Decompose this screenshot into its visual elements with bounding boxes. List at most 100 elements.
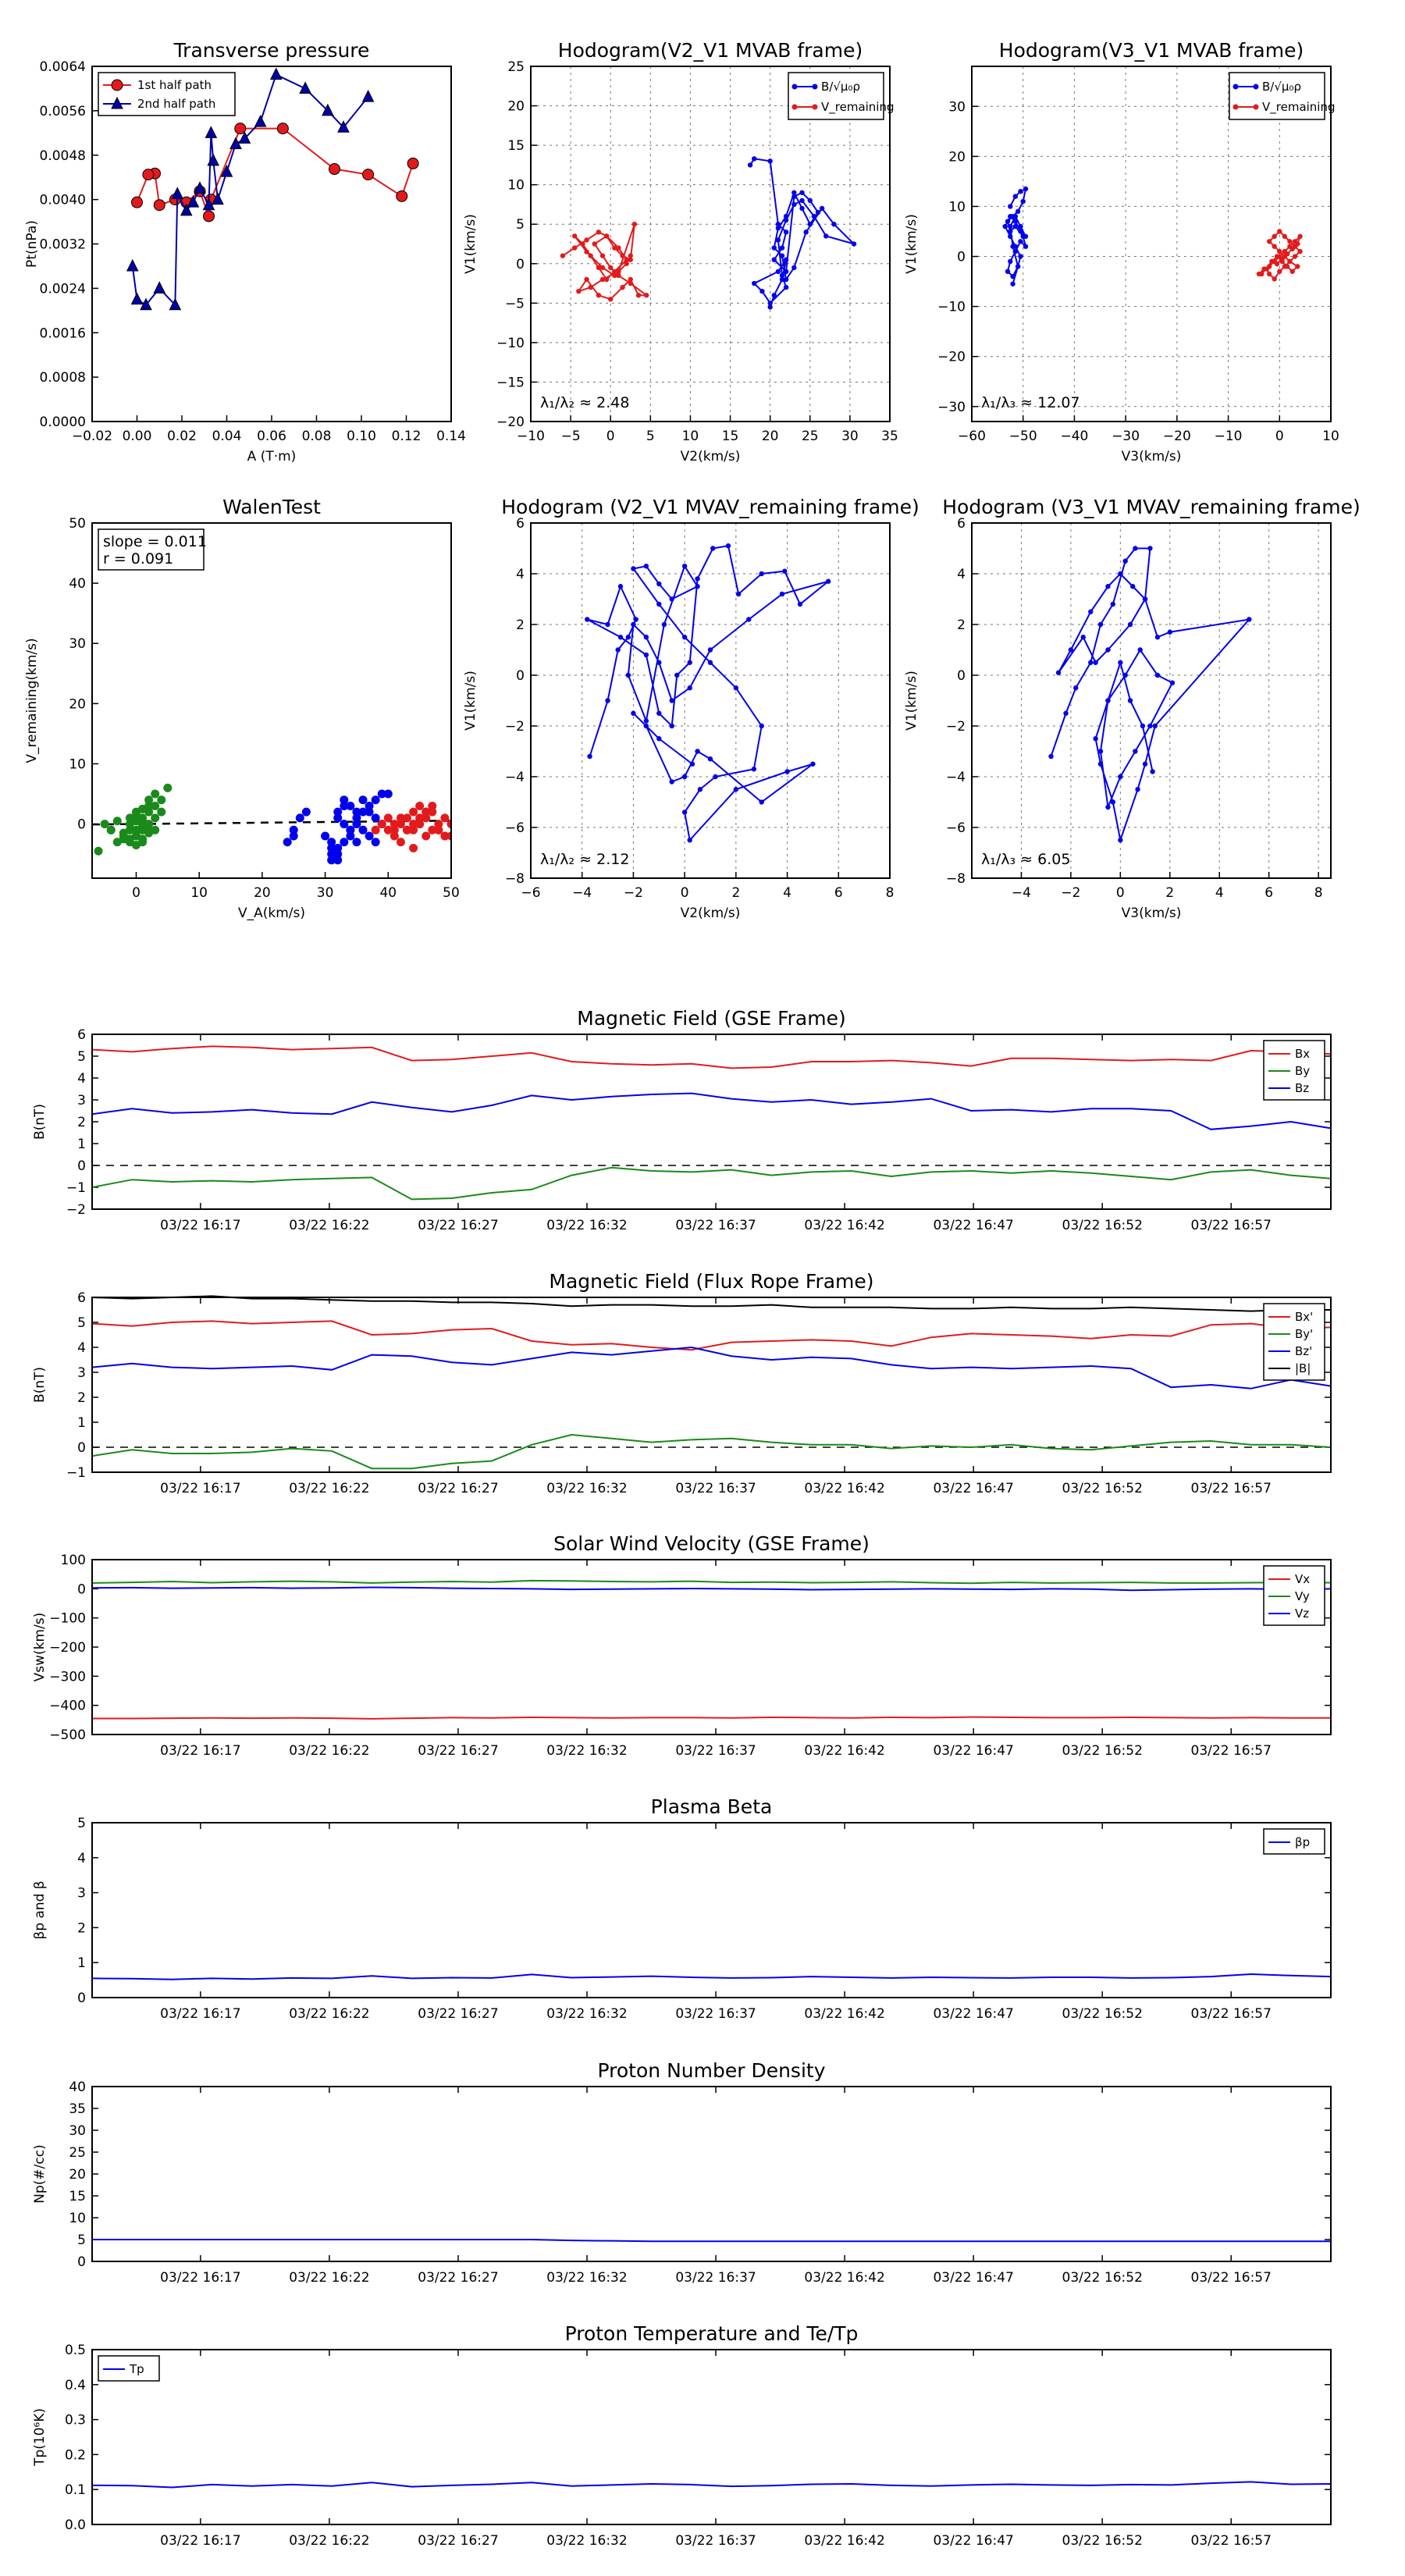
data-point	[572, 233, 578, 239]
y-tick-label: 0.0024	[40, 281, 86, 297]
y-tick-label: 0	[77, 1991, 86, 2006]
x-tick-label: 0.02	[167, 429, 197, 444]
data-point	[1008, 223, 1013, 229]
data-point	[428, 825, 437, 834]
data-point	[396, 190, 408, 202]
data-point	[695, 584, 700, 589]
x-tick-label: 03/22 16:47	[933, 2006, 1013, 2022]
legend: B/√μ₀ρ V_remaining	[1229, 72, 1336, 120]
legend-label: Vy	[1295, 1589, 1310, 1603]
y-tick-label: 0.0032	[40, 237, 86, 253]
data-point	[415, 813, 425, 823]
y-tick-label: 2	[77, 1920, 86, 1936]
data-layer	[1002, 186, 1303, 286]
y-tick-label: −5	[505, 296, 525, 311]
y-tick-label: −500	[49, 1727, 86, 1743]
legend-label: Tp	[129, 2362, 144, 2376]
data-point	[422, 807, 431, 817]
x-tick-label: 30	[317, 885, 334, 901]
y-tick-label: 0.0016	[40, 326, 86, 341]
data-point	[779, 591, 785, 597]
data-point	[1073, 685, 1079, 691]
y-tick-label: 20	[69, 696, 86, 712]
x-tick-label: 03/22 16:42	[804, 2533, 884, 2549]
y-tick-label: 0.3	[65, 2413, 86, 2428]
y-tick-label: −10	[937, 300, 966, 315]
y-tick-label: 0	[77, 1582, 86, 1597]
data-point	[138, 825, 148, 834]
data-point	[733, 787, 739, 792]
data-point	[823, 233, 829, 239]
data-point	[144, 795, 154, 805]
data-point	[194, 181, 206, 194]
x-tick-label: −0.02	[72, 429, 112, 444]
data-point	[588, 253, 593, 258]
data-point	[669, 779, 674, 785]
data-point	[1287, 258, 1293, 265]
x-tick-label: 10	[1322, 429, 1339, 444]
x-tick-label: 03/22 16:17	[160, 2006, 240, 2022]
y-tick-label: 50	[69, 516, 86, 532]
y-tick-label: −8	[505, 871, 525, 887]
x-tick-label: 0.00	[123, 429, 152, 444]
data-point	[157, 795, 166, 805]
data-point	[791, 194, 797, 200]
data-point	[767, 301, 773, 306]
data-point	[644, 293, 649, 298]
legend-marker	[1253, 104, 1259, 110]
data-point	[138, 817, 148, 826]
y-tick-label: 0	[77, 2254, 86, 2270]
data-point	[130, 292, 144, 305]
y-tick-label: 0.2	[65, 2447, 86, 2463]
y-tick-label: 40	[69, 2080, 86, 2095]
data-point	[775, 237, 781, 243]
x-tick-label: 03/22 16:57	[1191, 1743, 1272, 1759]
data-point	[612, 272, 617, 279]
data-point	[624, 257, 629, 262]
data-point	[713, 774, 718, 780]
x-tick-label: 03/22 16:57	[1191, 2006, 1272, 2022]
chart-title: Magnetic Field (GSE Frame)	[577, 1007, 845, 1030]
data-point	[669, 723, 674, 729]
data-point	[403, 825, 412, 834]
data-point	[1010, 244, 1016, 249]
y-tick-label: −8	[946, 871, 966, 887]
data-point	[811, 213, 817, 219]
series-line	[586, 545, 829, 842]
x-tick-label: 03/22 16:57	[1191, 2270, 1272, 2286]
data-point	[707, 756, 713, 762]
data-point	[1127, 621, 1133, 628]
data-point	[389, 831, 399, 841]
series-line	[91, 1045, 1332, 1069]
chart-h21: −10 −5 0 5 10 15 20 25 30 35 −20 −15 −10 −5 0 5 10 15 20 25…	[463, 39, 898, 464]
data-point	[434, 825, 443, 834]
y-tick-label: 30	[69, 2123, 86, 2139]
y-tick-label: 20	[69, 2167, 86, 2183]
series-line	[91, 1433, 1332, 1470]
data-point	[389, 825, 399, 834]
x-tick-label: 03/22 16:27	[418, 2270, 498, 2286]
data-point	[661, 621, 667, 628]
data-point	[1010, 281, 1016, 286]
data-point	[707, 647, 713, 653]
chart-np: Proton Number Density Np(#/cc) 0 5 10 15 20 25 3…	[32, 2059, 1332, 2286]
data-layer	[126, 67, 419, 311]
y-tick-label: −20	[496, 415, 525, 430]
data-point	[1127, 698, 1133, 703]
data-point	[1147, 546, 1153, 551]
data-point	[775, 269, 781, 275]
x-tick-label: 03/22 16:17	[160, 1743, 240, 1759]
legend-marker	[791, 104, 798, 110]
x-tick-label: 03/22 16:42	[804, 1481, 884, 1496]
data-point	[689, 761, 695, 767]
data-point	[631, 621, 636, 628]
y-tick-label: 0	[516, 257, 525, 272]
data-point	[333, 813, 343, 823]
chart-beta: Plasma Beta βp and β 0 1 2 3 4 5 03/22 16:17 03/2…	[32, 1795, 1332, 2022]
x-tick-label: −6	[521, 885, 540, 901]
data-point	[1142, 596, 1148, 602]
data-point	[1018, 189, 1023, 194]
data-point	[389, 820, 399, 829]
y-tick-label: 1	[77, 1955, 86, 1971]
